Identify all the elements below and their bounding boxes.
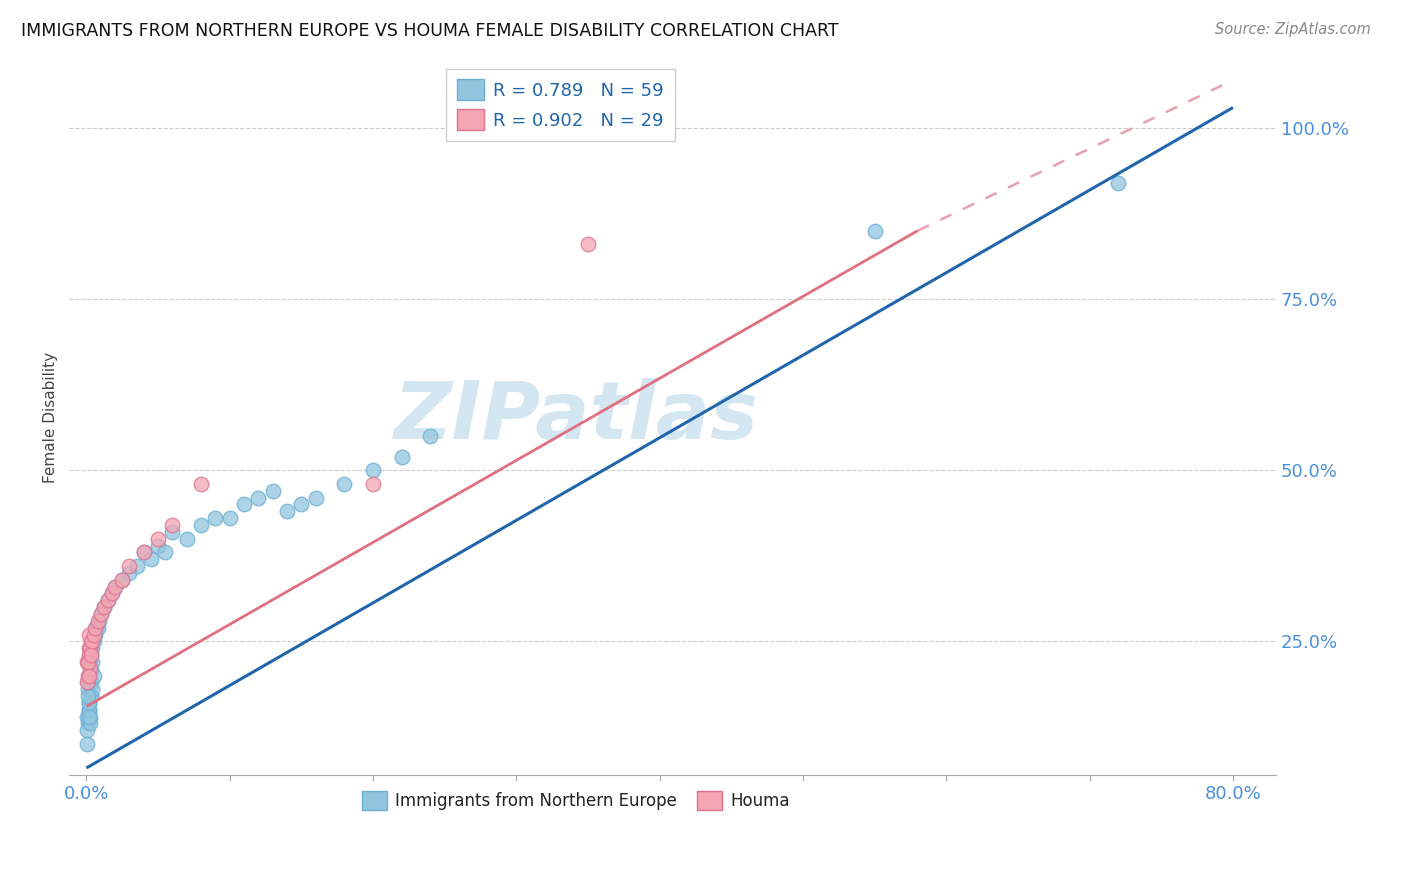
Point bbox=[93, 600, 115, 615]
Point bbox=[419, 429, 441, 443]
Point bbox=[162, 518, 184, 533]
Point bbox=[80, 648, 103, 662]
Text: IMMIGRANTS FROM NORTHERN EUROPE VS HOUMA FEMALE DISABILITY CORRELATION CHART: IMMIGRANTS FROM NORTHERN EUROPE VS HOUMA… bbox=[21, 22, 839, 40]
Point bbox=[190, 477, 212, 491]
Point bbox=[80, 689, 103, 703]
Point bbox=[82, 641, 104, 656]
Point bbox=[125, 559, 148, 574]
Point bbox=[132, 545, 155, 559]
Point bbox=[139, 552, 162, 566]
Point bbox=[87, 621, 110, 635]
Point bbox=[80, 689, 103, 703]
Point bbox=[79, 696, 101, 710]
Point bbox=[118, 566, 141, 580]
Point bbox=[83, 668, 105, 682]
Point bbox=[576, 237, 599, 252]
Point bbox=[76, 668, 98, 682]
Point bbox=[101, 586, 124, 600]
Point bbox=[86, 621, 108, 635]
Point bbox=[111, 573, 134, 587]
Point bbox=[76, 675, 98, 690]
Point bbox=[146, 539, 169, 553]
Point bbox=[104, 580, 127, 594]
Point bbox=[79, 662, 101, 676]
Point bbox=[93, 600, 115, 615]
Point bbox=[79, 627, 101, 641]
Point bbox=[83, 627, 105, 641]
Point bbox=[76, 675, 98, 690]
Point bbox=[80, 675, 103, 690]
Point bbox=[76, 737, 98, 751]
Point bbox=[79, 709, 101, 723]
Point bbox=[90, 607, 112, 621]
Point bbox=[77, 709, 100, 723]
Point bbox=[79, 668, 101, 682]
Point bbox=[863, 224, 886, 238]
Point bbox=[76, 723, 98, 738]
Point bbox=[84, 621, 107, 635]
Point bbox=[276, 504, 298, 518]
Point bbox=[97, 593, 120, 607]
Point bbox=[76, 716, 98, 731]
Point bbox=[80, 648, 103, 662]
Point bbox=[176, 532, 198, 546]
Point bbox=[101, 586, 124, 600]
Point bbox=[80, 634, 103, 648]
Point bbox=[83, 634, 105, 648]
Point bbox=[79, 716, 101, 731]
Point bbox=[76, 655, 98, 669]
Text: ZIPatlas: ZIPatlas bbox=[394, 378, 759, 456]
Point bbox=[290, 498, 312, 512]
Point bbox=[82, 634, 104, 648]
Point bbox=[77, 668, 100, 682]
Point bbox=[146, 532, 169, 546]
Point bbox=[79, 641, 101, 656]
Point bbox=[247, 491, 270, 505]
Point bbox=[76, 709, 98, 723]
Point bbox=[90, 607, 112, 621]
Point bbox=[111, 573, 134, 587]
Point bbox=[233, 498, 256, 512]
Point bbox=[82, 655, 104, 669]
Point bbox=[76, 689, 98, 703]
Point bbox=[118, 559, 141, 574]
Point bbox=[97, 593, 120, 607]
Y-axis label: Female Disability: Female Disability bbox=[44, 351, 58, 483]
Point bbox=[190, 518, 212, 533]
Point bbox=[84, 627, 107, 641]
Point bbox=[262, 483, 284, 498]
Point bbox=[162, 524, 184, 539]
Point bbox=[87, 614, 110, 628]
Point bbox=[333, 477, 356, 491]
Point bbox=[104, 580, 127, 594]
Point bbox=[89, 614, 111, 628]
Point bbox=[76, 682, 98, 697]
Point bbox=[82, 682, 104, 697]
Point bbox=[132, 545, 155, 559]
Point bbox=[361, 477, 384, 491]
Point bbox=[77, 703, 100, 717]
Point bbox=[77, 641, 100, 656]
Point bbox=[218, 511, 240, 525]
Point bbox=[305, 491, 328, 505]
Point bbox=[79, 703, 101, 717]
Point bbox=[77, 696, 100, 710]
Point bbox=[361, 463, 384, 477]
Point bbox=[391, 450, 413, 464]
Point bbox=[204, 511, 226, 525]
Text: Source: ZipAtlas.com: Source: ZipAtlas.com bbox=[1215, 22, 1371, 37]
Point bbox=[155, 545, 177, 559]
Point bbox=[1107, 176, 1129, 190]
Point bbox=[79, 655, 101, 669]
Legend: Immigrants from Northern Europe, Houma: Immigrants from Northern Europe, Houma bbox=[356, 784, 797, 816]
Point bbox=[80, 662, 103, 676]
Point bbox=[76, 655, 98, 669]
Point bbox=[79, 648, 101, 662]
